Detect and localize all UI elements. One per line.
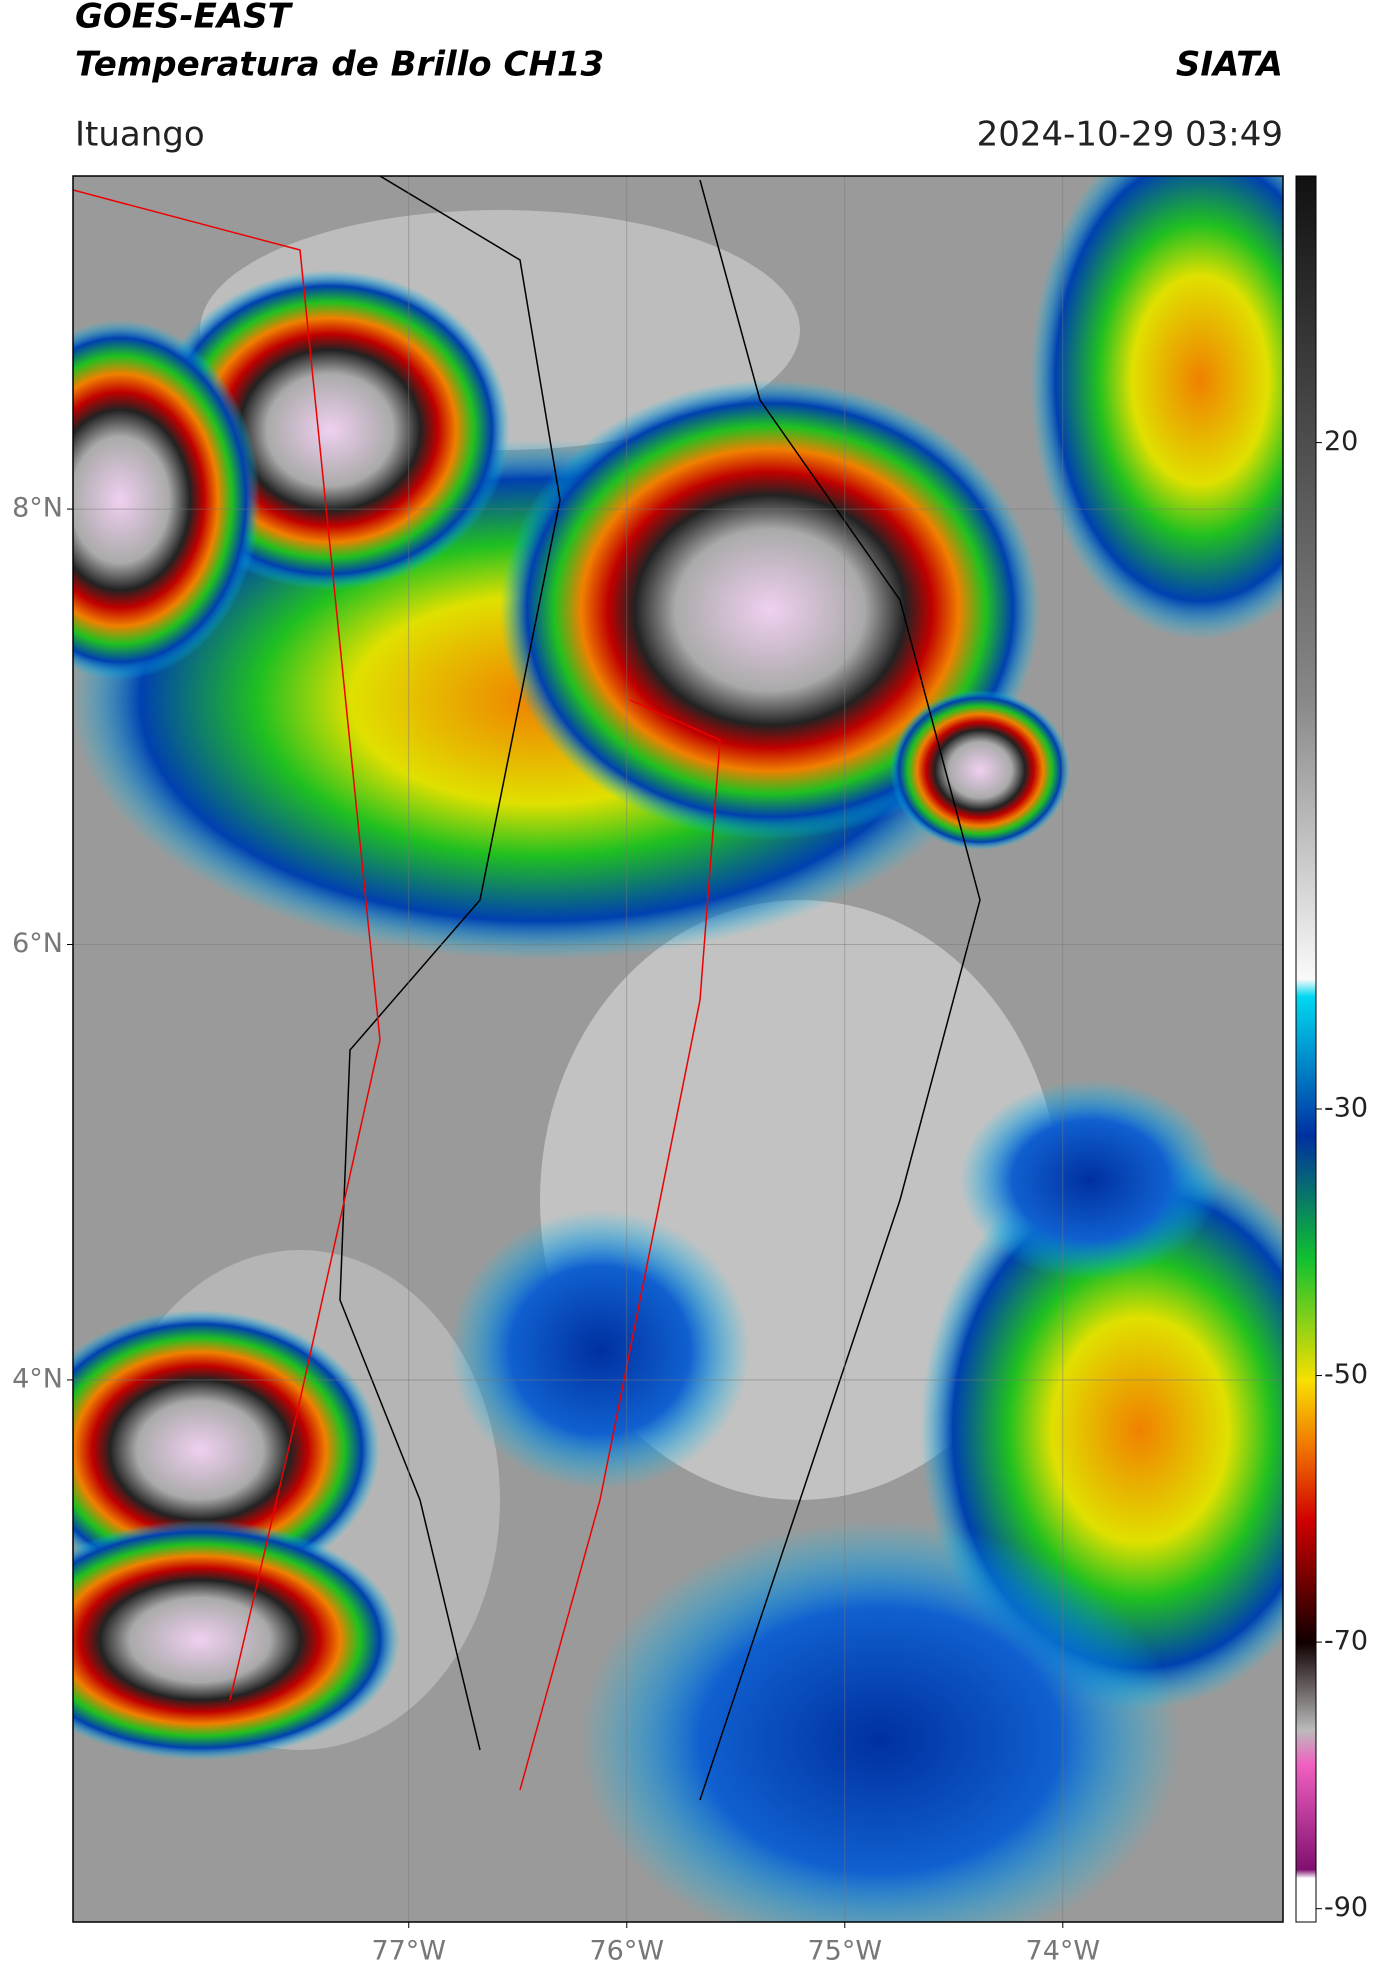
lon-tick-label: 77°W bbox=[371, 1936, 446, 1967]
title: GOES-EAST bbox=[75, 0, 294, 37]
map-frame bbox=[72, 175, 1284, 1923]
colorbar-tick-label: -50 bbox=[1324, 1359, 1368, 1390]
lon-tick-label: 75°W bbox=[808, 1936, 883, 1967]
lon-tick-label: 74°W bbox=[1026, 1936, 1101, 1967]
lat-tick-label: 4°N bbox=[12, 1363, 63, 1394]
satellite-image bbox=[73, 176, 1283, 1922]
region: Ituango bbox=[75, 115, 205, 155]
colorbar bbox=[1295, 175, 1317, 1923]
colorbar-tick-label: -30 bbox=[1324, 1092, 1368, 1123]
lat-tick-label: 6°N bbox=[12, 928, 63, 959]
subtitle: Temperatura de Brillo CH13 bbox=[75, 45, 604, 85]
colorbar-tick-label: -90 bbox=[1324, 1892, 1368, 1923]
lat-tick-label: 8°N bbox=[12, 493, 63, 524]
agency: SIATA bbox=[1176, 45, 1283, 85]
colorbar-tick-label: 20 bbox=[1324, 426, 1358, 457]
lon-tick-label: 76°W bbox=[589, 1936, 664, 1967]
colorbar-tick-label: -70 bbox=[1324, 1626, 1368, 1657]
datetime: 2024-10-29 03:49 bbox=[977, 115, 1283, 155]
